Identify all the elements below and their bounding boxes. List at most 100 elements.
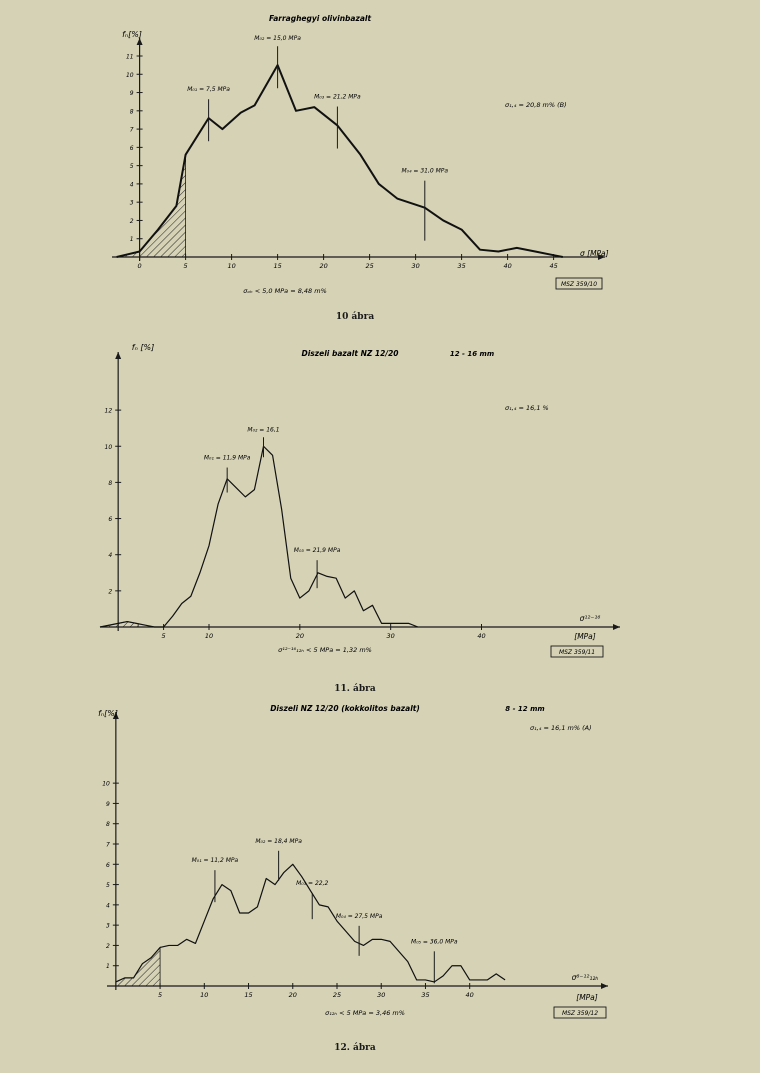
fig0-y-tick-label: 2 — [130, 218, 134, 225]
fig0-x-tick-label: 30 — [411, 262, 419, 270]
fig2-mode-label: M₀₂ = 18,4 MPa — [255, 838, 302, 845]
fig0-y-tick-label: 3 — [130, 200, 134, 207]
fig2-stamp-box — [553, 1006, 607, 1019]
fig0-x-tick-label: 35 — [457, 262, 465, 270]
fig1-y-axis-label: fₙ [%] — [132, 343, 154, 352]
figure-caption-10: 10 ábra — [335, 312, 375, 322]
fig2-mode-label: M₀₃ = 22,2 — [296, 880, 328, 887]
fig0-x-tick-label: 0 — [138, 262, 142, 270]
fig1-y-tick-label: 10 — [105, 444, 113, 451]
fig1-x-tick-label: 10 — [205, 632, 213, 640]
fig2-y-tick-label: 1 — [106, 963, 110, 970]
fig0-bottom-note: σₒₕ < 5,0 MPa = 8,48 m% — [243, 287, 327, 295]
fig0-title: Farraghegyi olivinbazalt — [269, 14, 372, 23]
fig2-x-tick-label: 40 — [466, 991, 474, 999]
fig0-y-arrow-icon — [136, 38, 143, 45]
fig0-y-tick-label: 10 — [126, 72, 134, 79]
figure-caption-11: 11. ábra — [334, 684, 376, 694]
fig1-mode-label: M₀₂ = 16,1 — [247, 426, 279, 433]
fig1-series-line — [99, 445, 419, 628]
fig2-x-tick-label: 20 — [289, 991, 297, 999]
fig2-mode-label: M₀₁ = 11,2 MPa — [192, 857, 239, 864]
fig1-axis-symbol: σ¹²⁻¹⁶ — [580, 614, 601, 623]
fig0-mode-label: M₀₄ = 31,0 MPa — [402, 168, 449, 175]
fig1-x-tick-label: 5 — [162, 632, 166, 640]
fig0-mode-label: M₀₃ = 21,2 MPa — [314, 94, 361, 101]
fig2-y-tick-label: 6 — [106, 862, 110, 869]
fig1-title: Diszeli bazalt NZ 12/20 — [301, 349, 398, 358]
fig0-mode-label: M₀₁ = 7,5 MPa — [187, 86, 230, 93]
fig0-x-tick-label: 5 — [184, 262, 188, 270]
fig1-y-tick-label: 6 — [108, 516, 112, 523]
fig2-mode-label: M₀₅ = 36,0 MPa — [411, 938, 458, 945]
fig2-y-tick-label: 4 — [106, 902, 110, 909]
fig2-y-tick-label: 3 — [106, 923, 110, 930]
fig2-y-axis-label: fₙ[%] — [98, 709, 118, 718]
fig2-axis-symbol: σ⁸⁻¹²₁₂ₕ — [572, 973, 599, 982]
fig0-side-note: σ₁,₄ = 20,8 m% (B) — [505, 101, 567, 109]
fig0-x-tick-label: 40 — [503, 262, 511, 270]
fig2-y-tick-label: 5 — [106, 882, 110, 889]
fig2-side-note: σ₁,₄ = 16,1 m% (A) — [530, 724, 592, 732]
fig2-y-tick-label: 9 — [106, 801, 110, 808]
fig0-stamp-box — [555, 277, 603, 290]
fig0-x-axis-label: σ [MPa] — [580, 249, 609, 258]
fig1-y-tick-label: 4 — [108, 552, 112, 559]
fig2-hatched-area — [115, 946, 161, 987]
fig2-x-arrow-icon — [601, 983, 608, 989]
fig1-x-tick-label: 20 — [296, 632, 304, 640]
fig1-side-note: σ₁,₄ = 16,1 % — [505, 404, 549, 412]
fig0-y-tick-label: 5 — [130, 163, 134, 170]
fig1-y-tick-label: 12 — [105, 408, 113, 415]
fig0-stamp: MSZ 359/10 — [561, 281, 597, 288]
fig1-x-tick-label: 30 — [387, 632, 395, 640]
fig0-x-arrow-icon — [598, 254, 605, 260]
fig0-y-axis-label: fₙ[%] — [122, 30, 142, 39]
fig0-y-tick-label: 4 — [130, 181, 134, 188]
fig2-y-tick-label: 2 — [106, 943, 110, 950]
fig0-y-tick-label: 7 — [130, 127, 134, 134]
fig0-x-tick-label: 45 — [549, 262, 557, 270]
fig2-y-tick-label: 8 — [106, 821, 110, 828]
fig1-stamp: MSZ 359/11 — [559, 649, 595, 656]
fig0-y-tick-label: 1 — [130, 236, 134, 243]
fig1-x-axis-label: [MPa] — [574, 632, 596, 641]
fig0-y-tick-label: 11 — [126, 54, 134, 61]
fig1-mode-label: M₀₁ = 11,9 MPa — [204, 455, 251, 462]
fig2-x-axis-label: [MPa] — [576, 993, 598, 1002]
fig2-x-tick-label: 5 — [158, 991, 162, 999]
fig0-x-tick-label: 25 — [365, 262, 373, 270]
fig1-y-tick-label: 8 — [108, 480, 112, 487]
fig2-x-tick-label: 15 — [244, 991, 252, 999]
fig2-x-tick-label: 30 — [377, 991, 385, 999]
fig2-subtitle: 8 - 12 mm — [505, 705, 544, 713]
fig2-y-tick-label: 10 — [102, 781, 110, 788]
fig2-bottom-note: σ₁₂ₕ < 5 MPa = 3,46 m% — [325, 1009, 405, 1017]
fig0-x-tick-label: 20 — [319, 262, 327, 270]
fig0-mode-label: M₀₂ = 15,0 MPa — [254, 35, 301, 42]
figure-caption-12: 12. ábra — [334, 1043, 376, 1053]
fig0-y-tick-label: 9 — [130, 90, 134, 97]
fig1-subtitle: 12 - 16 mm — [450, 350, 494, 358]
fig0-x-tick-label: 15 — [273, 262, 281, 270]
fig0-y-tick-label: 6 — [130, 145, 134, 152]
fig2-x-tick-label: 25 — [333, 991, 341, 999]
fig2-x-tick-label: 35 — [421, 991, 429, 999]
fig2-stamp: MSZ 359/12 — [562, 1010, 598, 1017]
fig1-x-arrow-icon — [613, 624, 620, 630]
fig1-stamp-box — [550, 645, 604, 658]
fig1-mode-label: M₀₃ = 21,9 MPa — [294, 547, 341, 554]
fig2-x-tick-label: 10 — [200, 991, 208, 999]
fig0-x-tick-label: 10 — [227, 262, 235, 270]
fig2-mode-label: M₀₄ = 27,5 MPa — [336, 913, 383, 920]
fig2-series-line — [115, 863, 506, 983]
fig2-title: Diszeli NZ 12/20 (kokkolitos bazalt) — [270, 704, 420, 713]
fig1-y-tick-label: 2 — [108, 588, 112, 595]
fig2-y-tick-label: 7 — [106, 842, 110, 849]
fig2-y-arrow-icon — [112, 712, 119, 719]
fig1-x-tick-label: 40 — [477, 632, 485, 640]
fig1-bottom-note: σ¹²⁻¹⁶₁₂ₕ < 5 MPa = 1,32 m% — [278, 646, 372, 654]
fig1-y-arrow-icon — [115, 352, 122, 359]
fig0-y-tick-label: 8 — [130, 108, 134, 115]
